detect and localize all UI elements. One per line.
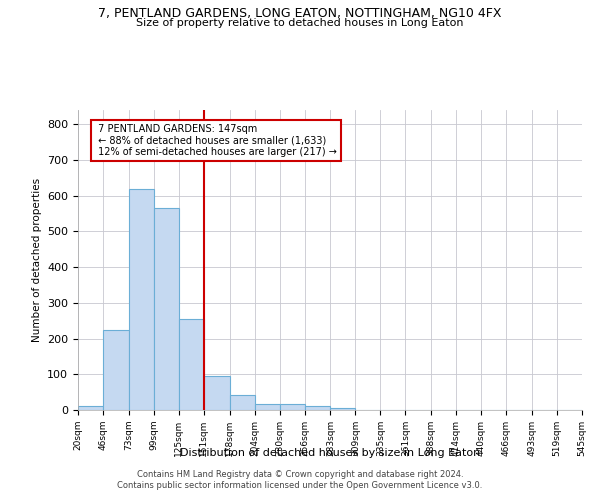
Y-axis label: Number of detached properties: Number of detached properties bbox=[32, 178, 41, 342]
Text: 7 PENTLAND GARDENS: 147sqm
 ← 88% of detached houses are smaller (1,633)
 12% of: 7 PENTLAND GARDENS: 147sqm ← 88% of deta… bbox=[95, 124, 337, 158]
Bar bbox=[78, 406, 103, 410]
Text: Size of property relative to detached houses in Long Eaton: Size of property relative to detached ho… bbox=[136, 18, 464, 28]
Bar bbox=[280, 404, 305, 410]
Bar bbox=[129, 188, 154, 410]
Text: 7, PENTLAND GARDENS, LONG EATON, NOTTINGHAM, NG10 4FX: 7, PENTLAND GARDENS, LONG EATON, NOTTING… bbox=[98, 8, 502, 20]
Text: Contains public sector information licensed under the Open Government Licence v3: Contains public sector information licen… bbox=[118, 481, 482, 490]
Bar bbox=[331, 408, 355, 410]
Bar bbox=[204, 376, 230, 410]
Bar bbox=[230, 395, 254, 410]
Bar bbox=[179, 319, 204, 410]
Bar bbox=[305, 406, 331, 410]
Bar bbox=[254, 404, 280, 410]
Bar bbox=[103, 330, 129, 410]
Text: Contains HM Land Registry data © Crown copyright and database right 2024.: Contains HM Land Registry data © Crown c… bbox=[137, 470, 463, 479]
Bar bbox=[154, 208, 179, 410]
Text: Distribution of detached houses by size in Long Eaton: Distribution of detached houses by size … bbox=[180, 448, 480, 458]
